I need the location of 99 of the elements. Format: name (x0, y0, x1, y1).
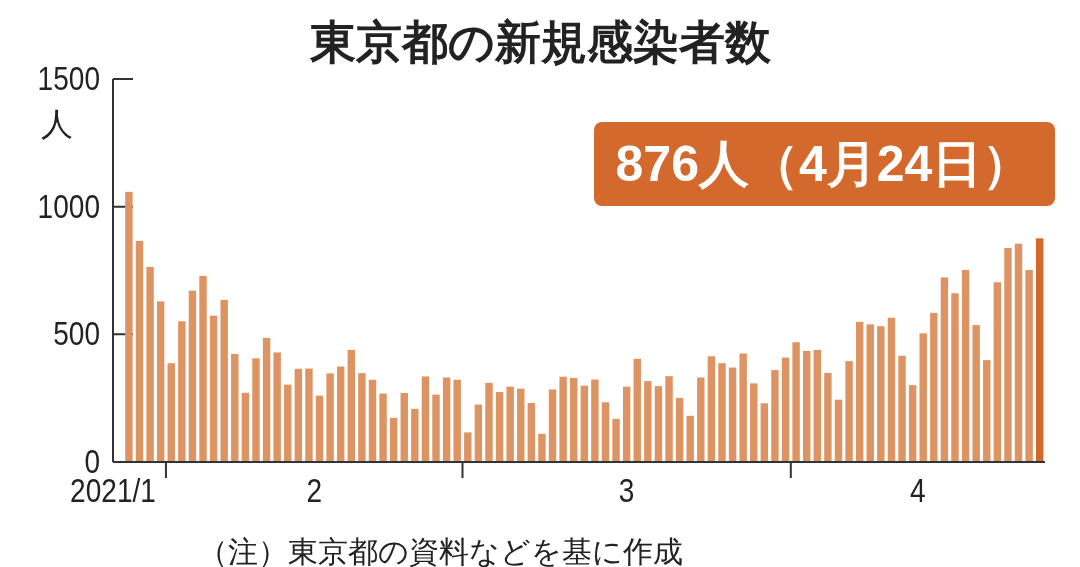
bar (400, 393, 408, 462)
bar (178, 321, 186, 462)
bar (993, 282, 1002, 462)
x-tick-label: 2 (306, 471, 323, 509)
bar (495, 392, 504, 462)
bar (337, 366, 345, 462)
bar (813, 349, 821, 462)
bar (887, 317, 896, 462)
bar (368, 379, 377, 462)
bar (252, 358, 260, 462)
bar (580, 385, 588, 462)
bar (961, 269, 970, 462)
bar (866, 324, 874, 462)
bar (622, 386, 631, 462)
bar (379, 393, 387, 462)
bar (284, 384, 292, 462)
bar (908, 385, 917, 462)
bar (453, 379, 461, 462)
y-axis-title: 人 (41, 106, 73, 142)
y-tick-label: 1000 (37, 187, 100, 225)
bar (389, 417, 398, 462)
bar (474, 404, 483, 462)
bar (665, 376, 673, 462)
bar (612, 418, 620, 462)
bar (654, 386, 663, 462)
bar (262, 337, 271, 462)
bar (485, 382, 493, 462)
bar (633, 358, 641, 462)
bar (803, 350, 811, 462)
annotation: 876人（4月24日） (615, 136, 1033, 192)
bar (898, 355, 906, 462)
bar (824, 372, 832, 462)
bar (760, 403, 769, 462)
bar (877, 326, 885, 462)
bar (951, 293, 959, 462)
bar (527, 403, 536, 462)
bar (707, 356, 716, 462)
bar (188, 290, 197, 462)
callout: 876人（4月24日） (594, 122, 1055, 206)
bar (347, 349, 355, 462)
bar (220, 299, 228, 462)
bar (750, 383, 758, 462)
bar (421, 376, 430, 462)
bar (972, 325, 980, 462)
bar (845, 361, 853, 462)
y-tick-label: 1500 (37, 59, 100, 97)
bar (411, 408, 419, 462)
bar (930, 312, 938, 462)
bar (199, 275, 207, 462)
bar (644, 381, 652, 462)
bar (442, 377, 451, 462)
bar (940, 277, 949, 462)
bar (601, 402, 610, 462)
bar (231, 353, 239, 462)
bar (1036, 238, 1044, 462)
x-tick-label: 4 (910, 471, 926, 509)
bar (983, 360, 991, 462)
bar (728, 367, 737, 462)
bar (686, 415, 694, 462)
bar (432, 394, 440, 462)
bar (156, 301, 165, 462)
x-tick-label: 3 (618, 471, 635, 509)
y-tick-label: 500 (53, 315, 100, 352)
bar (326, 373, 334, 462)
chart-title: 東京都の新規感染者数 (308, 16, 772, 68)
bar (697, 377, 705, 462)
bar (548, 389, 557, 462)
bar (464, 432, 472, 462)
bar (167, 363, 175, 462)
bar (1004, 248, 1012, 462)
bar (125, 191, 133, 462)
bar (241, 392, 250, 462)
bar (718, 363, 726, 462)
bar (855, 321, 864, 462)
y-tick-label: 0 (84, 442, 100, 480)
bar (294, 368, 303, 462)
text: （注）東京都の資料などを基に作成 (197, 535, 683, 567)
bar (135, 240, 144, 462)
bar (771, 370, 779, 462)
bar (506, 386, 514, 462)
bar (591, 379, 599, 462)
bar (781, 357, 790, 462)
bar (739, 353, 747, 462)
bar (675, 397, 684, 462)
bar (570, 378, 578, 462)
bar (1014, 243, 1023, 462)
bar (834, 399, 843, 462)
bar (1025, 269, 1033, 462)
bar (305, 368, 313, 462)
bar (358, 373, 366, 462)
bar (209, 315, 218, 462)
bar (273, 352, 281, 462)
bar (919, 333, 927, 462)
bar (146, 266, 154, 462)
bar (538, 433, 546, 462)
bar (792, 342, 800, 462)
bar (315, 395, 324, 462)
bar (559, 376, 567, 462)
bar (517, 388, 525, 462)
